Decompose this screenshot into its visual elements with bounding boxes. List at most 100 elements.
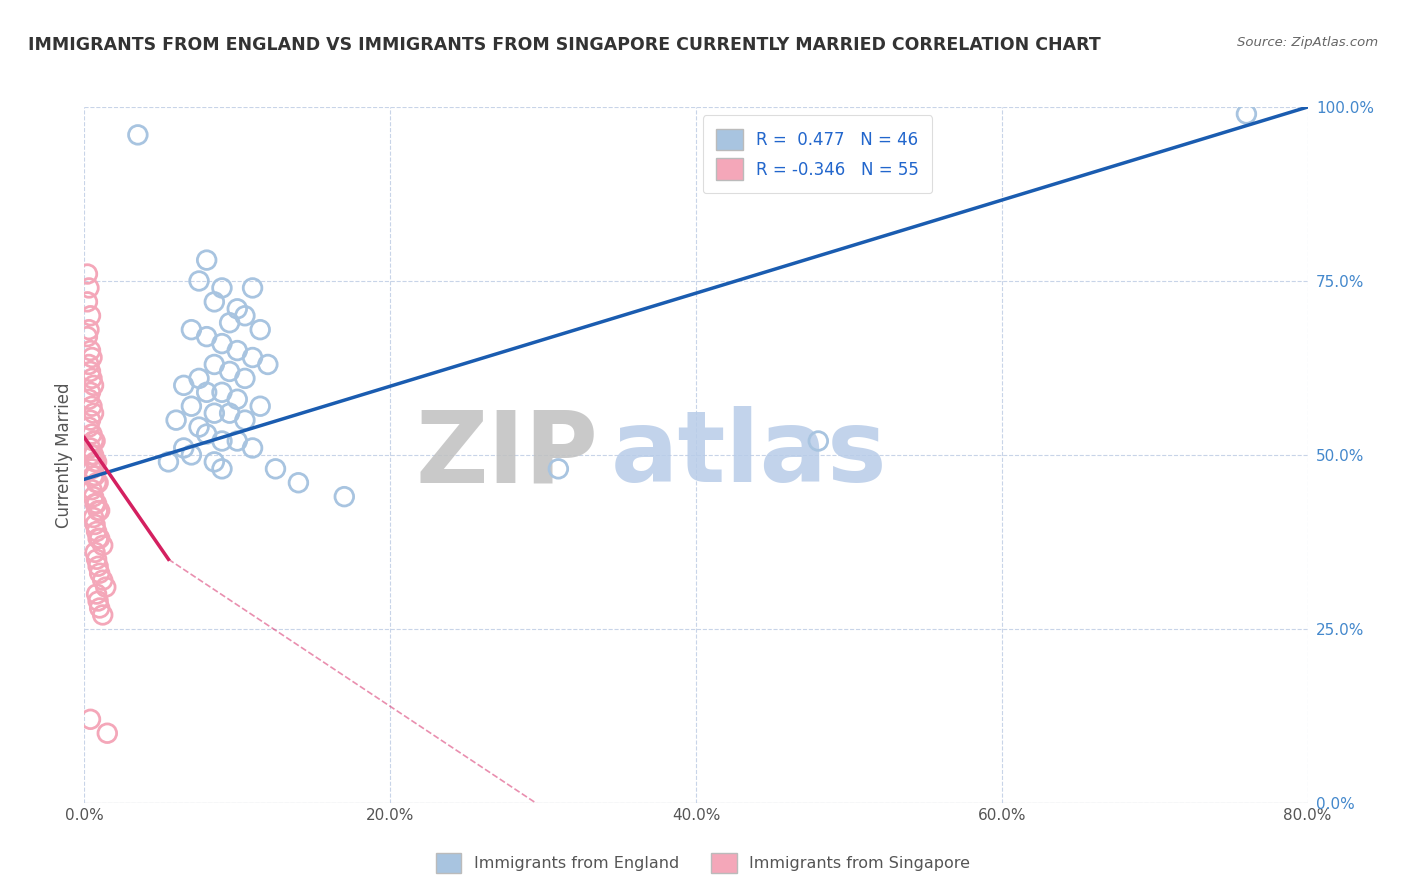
Legend: Immigrants from England, Immigrants from Singapore: Immigrants from England, Immigrants from… [429, 847, 977, 880]
Point [188, 274, 211, 288]
Point [79, 343, 101, 358]
Point [807, 434, 830, 448]
Point [79, 309, 101, 323]
Point [226, 392, 249, 407]
Point [86, 455, 108, 469]
Point [76, 267, 98, 281]
Point [84, 468, 107, 483]
Point [79, 385, 101, 400]
Point [76, 329, 98, 343]
Point [80, 351, 103, 365]
Point [83, 468, 105, 483]
Point [211, 462, 233, 476]
Point [218, 364, 240, 378]
Point [87, 475, 110, 490]
Point [79, 441, 101, 455]
Point [226, 343, 249, 358]
Point [218, 316, 240, 330]
Point [264, 462, 287, 476]
Point [83, 378, 105, 392]
Point [84, 517, 107, 532]
Point [89, 566, 111, 581]
Point [226, 301, 249, 316]
Text: ZIP: ZIP [415, 407, 598, 503]
Point [202, 294, 225, 309]
Point [257, 358, 280, 372]
Point [242, 441, 264, 455]
Point [79, 712, 101, 726]
Point [202, 358, 225, 372]
Point [77, 323, 100, 337]
Point [84, 545, 107, 559]
Point [127, 128, 149, 142]
Point [77, 281, 100, 295]
Point [202, 406, 225, 420]
Point [180, 323, 202, 337]
Point [86, 587, 108, 601]
Point [80, 483, 103, 497]
Point [80, 427, 103, 442]
Point [80, 399, 103, 413]
Point [195, 385, 218, 400]
Point [226, 434, 249, 448]
Point [91, 607, 114, 622]
Point [157, 455, 180, 469]
Point [86, 475, 108, 490]
Point [87, 532, 110, 546]
Point [79, 413, 101, 427]
Point [89, 601, 111, 615]
Point [96, 726, 118, 740]
Point [211, 385, 233, 400]
Point [83, 490, 105, 504]
Point [84, 455, 107, 469]
Point [76, 294, 98, 309]
Point [86, 524, 108, 539]
Point [165, 413, 187, 427]
Point [249, 399, 271, 413]
Point [211, 281, 233, 295]
Point [233, 371, 256, 385]
Point [83, 406, 105, 420]
Point [84, 497, 107, 511]
Point [89, 532, 111, 546]
Point [188, 420, 211, 434]
Point [77, 358, 100, 372]
Point [249, 323, 271, 337]
Point [211, 336, 233, 351]
Text: Source: ZipAtlas.com: Source: ZipAtlas.com [1237, 36, 1378, 49]
Point [242, 281, 264, 295]
Point [83, 434, 105, 448]
Point [87, 503, 110, 517]
Point [333, 490, 356, 504]
Point [173, 378, 195, 392]
Point [84, 434, 107, 448]
Point [242, 351, 264, 365]
Point [94, 580, 117, 594]
Point [77, 392, 100, 407]
Text: atlas: atlas [610, 407, 887, 503]
Point [188, 371, 211, 385]
Point [195, 427, 218, 442]
Point [233, 309, 256, 323]
Point [233, 413, 256, 427]
Point [180, 448, 202, 462]
Text: IMMIGRANTS FROM ENGLAND VS IMMIGRANTS FROM SINGAPORE CURRENTLY MARRIED CORRELATI: IMMIGRANTS FROM ENGLAND VS IMMIGRANTS FR… [28, 36, 1101, 54]
Point [218, 406, 240, 420]
Point [89, 503, 111, 517]
Point [77, 420, 100, 434]
Point [80, 462, 103, 476]
Point [195, 253, 218, 268]
Point [86, 552, 108, 566]
Legend: R =  0.477   N = 46, R = -0.346   N = 55: R = 0.477 N = 46, R = -0.346 N = 55 [703, 115, 932, 194]
Point [87, 559, 110, 574]
Point [83, 448, 105, 462]
Point [83, 510, 105, 524]
Point [287, 475, 309, 490]
Point [91, 538, 114, 552]
Point [86, 497, 108, 511]
Point [80, 371, 103, 385]
Point [173, 441, 195, 455]
Point [202, 455, 225, 469]
Point [87, 594, 110, 608]
Point [195, 329, 218, 343]
